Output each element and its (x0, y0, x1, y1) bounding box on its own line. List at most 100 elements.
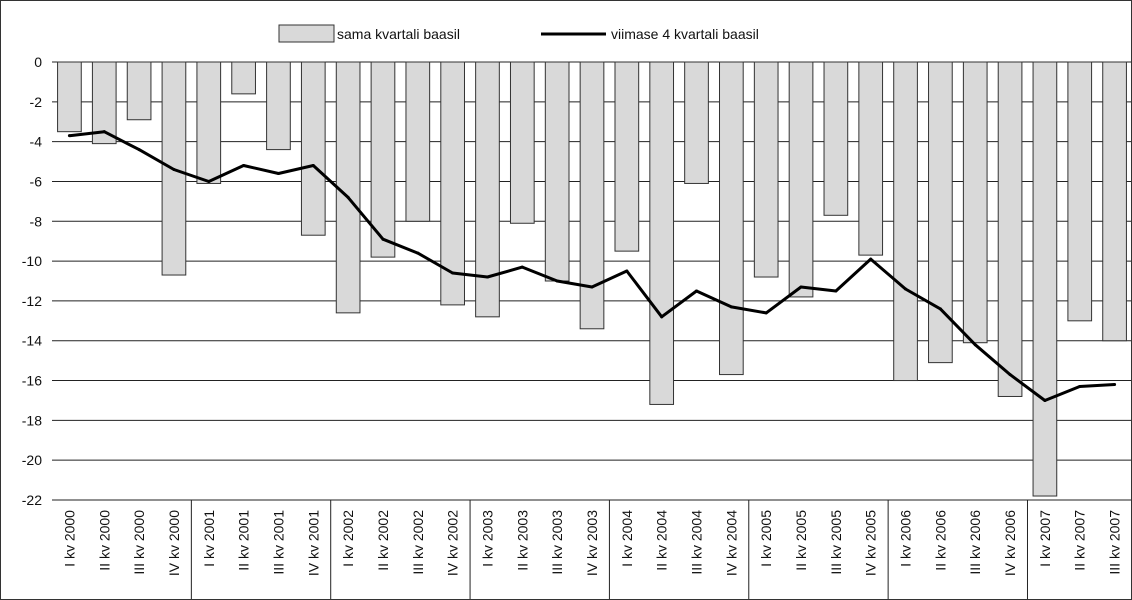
bar (719, 61, 744, 376)
line-point (1043, 398, 1047, 402)
x-tick-label: II kv 2005 (793, 510, 809, 571)
bar (753, 61, 779, 278)
x-tick-label: IV kv 2006 (1002, 510, 1018, 576)
x-tick-label: III kv 2007 (1107, 510, 1123, 575)
line-point (834, 289, 838, 293)
y-tick-label: -16 (22, 373, 42, 389)
x-tick-label: II kv 2003 (514, 510, 530, 571)
x-tick-label: IV kv 2002 (445, 510, 461, 576)
bar (614, 61, 640, 252)
line-point (451, 271, 455, 275)
bar-layer (57, 61, 1127, 497)
y-tick-label: -8 (30, 213, 43, 229)
bar (126, 61, 152, 121)
x-tick-label: III kv 2000 (131, 510, 147, 575)
y-axis-ticks: 0 -2 -4 -6 -8 -10 -12 -14 -16 -18 -20 -22 (22, 54, 42, 508)
legend-bar-swatch (278, 24, 335, 43)
x-tick-label: I kv 2002 (340, 510, 356, 567)
bar (579, 61, 605, 330)
bar (997, 61, 1023, 397)
line-point (276, 171, 280, 175)
y-tick-label: 0 (34, 54, 42, 70)
line-point (695, 289, 699, 293)
x-tick-label: I kv 2006 (898, 510, 914, 567)
line-point (660, 315, 664, 319)
x-tick-label: I kv 2001 (201, 510, 217, 567)
line-point (137, 148, 141, 152)
bar (544, 61, 570, 282)
line-point (869, 257, 873, 261)
bar (823, 61, 849, 216)
y-tick-label: -18 (22, 412, 42, 428)
bar (509, 61, 535, 224)
line-point (311, 164, 315, 168)
line-point (416, 251, 420, 255)
legend-bar-label: sama kvartali baasil (337, 26, 460, 42)
y-tick-label: -12 (22, 293, 42, 309)
bar (649, 61, 675, 405)
x-tick-label: IV kv 2004 (723, 510, 739, 576)
x-tick-label: I kv 2000 (61, 510, 77, 567)
bar (57, 61, 82, 133)
bar (1067, 61, 1093, 322)
line-point (555, 279, 559, 283)
bar (893, 61, 918, 382)
line-point (1008, 373, 1012, 377)
x-tick-label: II kv 2004 (654, 510, 670, 571)
line-point (207, 179, 211, 183)
x-tick-label: IV kv 2003 (584, 510, 600, 576)
line-layer (67, 130, 1117, 402)
x-tick-label: III kv 2003 (549, 510, 565, 575)
x-tick-label: III kv 2006 (967, 510, 983, 575)
line-point (520, 265, 524, 269)
x-tick-label: I kv 2004 (619, 510, 635, 567)
x-tick-label: IV kv 2001 (305, 510, 321, 576)
line-point (346, 195, 350, 199)
y-tick-label: -4 (30, 134, 43, 150)
x-tick-label: II kv 2007 (1072, 510, 1088, 571)
line-point (485, 275, 489, 279)
bar (266, 61, 291, 151)
y-tick-label: -22 (22, 492, 42, 508)
bar (788, 61, 814, 298)
line-point (799, 285, 803, 289)
x-tick-label: II kv 2001 (236, 510, 252, 571)
bar (475, 61, 500, 318)
line-point (242, 164, 246, 168)
line-point (1113, 383, 1117, 387)
bar (962, 61, 988, 344)
x-tick-label: I kv 2005 (758, 510, 774, 567)
bar (91, 61, 117, 145)
bar (440, 61, 465, 306)
line-point (729, 305, 733, 309)
bar (858, 61, 884, 256)
x-tick-label: II kv 2000 (96, 510, 112, 571)
line-point (102, 130, 106, 134)
legend-line-label: viimase 4 kvartali baasil (611, 26, 759, 42)
bar (370, 61, 396, 258)
y-tick-label: -2 (30, 94, 43, 110)
x-tick-label: IV kv 2000 (166, 510, 182, 576)
x-tick-label: III kv 2001 (270, 510, 286, 575)
legend: sama kvartali baasil viimase 4 kvartali … (278, 24, 759, 43)
x-tick-label: I kv 2007 (1037, 510, 1053, 567)
line-point (764, 311, 768, 315)
line-point (973, 343, 977, 347)
line-point (1078, 385, 1082, 389)
y-tick-label: -20 (22, 452, 42, 468)
bar (1102, 61, 1127, 342)
x-tick-label: III kv 2002 (410, 510, 426, 575)
x-axis-ticks: I kv 2000 II kv 2000 III kv 2000 IV kv 2000… (61, 510, 1122, 576)
line-point (590, 285, 594, 289)
y-tick-label: -6 (30, 173, 43, 189)
y-tick-label: -14 (22, 333, 42, 349)
line-point (381, 237, 385, 241)
bar (196, 61, 222, 184)
year-separators (190, 500, 1028, 600)
bar (405, 61, 431, 222)
line-point (67, 134, 71, 138)
bar (684, 61, 709, 184)
line-point (904, 287, 908, 291)
